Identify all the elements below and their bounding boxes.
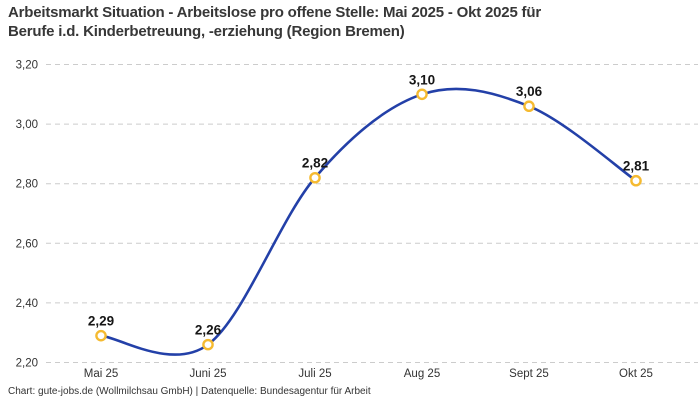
data-point-marker — [309, 171, 321, 184]
data-point-marker — [95, 329, 107, 342]
data-point-marker — [630, 174, 642, 187]
chart-title: Arbeitsmarkt Situation - Arbeitslose pro… — [8, 3, 696, 41]
x-axis-tick-label: Juni 25 — [189, 368, 226, 380]
data-point-label: 3,10 — [409, 72, 435, 87]
chart-credit: Chart: gute-jobs.de (Wollmilchsau GmbH) … — [8, 386, 371, 397]
y-axis-tick-label: 2,80 — [16, 179, 38, 191]
chart-title-line2: Berufe i.d. Kinderbetreuung, -erziehung … — [8, 23, 405, 40]
data-point-marker — [523, 100, 535, 113]
series-line — [99, 87, 638, 356]
x-axis-tick-label: Mai 25 — [84, 368, 119, 380]
x-axis-tick-label: Sept 25 — [509, 368, 549, 380]
data-point-marker — [202, 338, 214, 351]
chart-title-line1: Arbeitsmarkt Situation - Arbeitslose pro… — [8, 4, 541, 21]
y-axis-tick-label: 3,20 — [16, 60, 38, 72]
data-point-label: 2,82 — [302, 156, 328, 171]
y-axis-tick-label: 2,60 — [16, 238, 38, 250]
x-axis-tick-label: Juli 25 — [298, 368, 331, 380]
data-point-label: 2,29 — [88, 314, 114, 329]
data-point-label: 2,81 — [623, 159, 650, 174]
y-axis-tick-label: 2,20 — [16, 358, 38, 370]
data-point-marker — [416, 88, 428, 101]
y-axis-tick-label: 3,00 — [16, 119, 38, 131]
y-axis-tick-label: 2,40 — [16, 298, 38, 310]
data-point-label: 2,26 — [195, 323, 222, 338]
data-point-label: 3,06 — [516, 84, 543, 99]
x-axis-tick-label: Okt 25 — [619, 368, 653, 380]
x-axis-tick-label: Aug 25 — [404, 368, 440, 380]
